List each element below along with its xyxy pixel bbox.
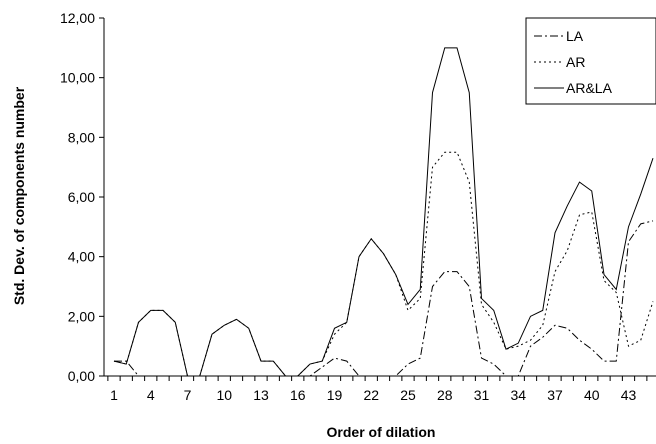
x-tick-label: 1 <box>110 387 118 403</box>
legend-box <box>525 17 656 105</box>
x-axis: 1 4 7 10 13 16 19 22 25 28 31 34 37 40 43 <box>107 376 648 403</box>
x-tick-label: 19 <box>327 387 343 403</box>
y-tick-label: 12,00 <box>60 10 95 26</box>
legend-label: AR&LA <box>566 80 613 96</box>
y-tick-label: 4,00 <box>68 249 95 265</box>
x-axis-title: Order of dilation <box>327 424 436 440</box>
y-axis-title: Std. Dev. of components number <box>11 86 27 305</box>
y-tick-label: 10,00 <box>60 70 95 86</box>
x-tick-label: 31 <box>474 387 490 403</box>
x-tick-label: 16 <box>290 387 306 403</box>
x-tick-label: 13 <box>253 387 269 403</box>
x-tick-label: 43 <box>621 387 637 403</box>
x-tick-label: 22 <box>363 387 379 403</box>
x-tick-label: 28 <box>437 387 453 403</box>
y-tick-label: 6,00 <box>68 189 95 205</box>
x-tick-label: 7 <box>184 387 192 403</box>
y-tick-label: 8,00 <box>68 129 95 145</box>
y-tick-label: 0,00 <box>68 368 95 384</box>
x-tick-label: 25 <box>400 387 416 403</box>
x-tick-label: 4 <box>147 387 155 403</box>
x-tick-label: 34 <box>510 387 526 403</box>
series-layer <box>113 47 654 377</box>
series-line-ar-la <box>113 47 654 377</box>
y-tick-label: 2,00 <box>68 308 95 324</box>
legend-label: AR <box>566 54 585 70</box>
legend: LA AR AR&LA <box>525 17 656 105</box>
series-line-la <box>114 220 654 377</box>
legend-label: LA <box>566 28 584 44</box>
y-axis: 0,00 2,00 4,00 6,00 8,00 10,00 12,00 <box>60 10 104 384</box>
x-tick-label: 40 <box>584 387 600 403</box>
x-tick-label: 37 <box>547 387 563 403</box>
series-line-ar <box>113 151 654 377</box>
x-tick-label: 10 <box>216 387 232 403</box>
